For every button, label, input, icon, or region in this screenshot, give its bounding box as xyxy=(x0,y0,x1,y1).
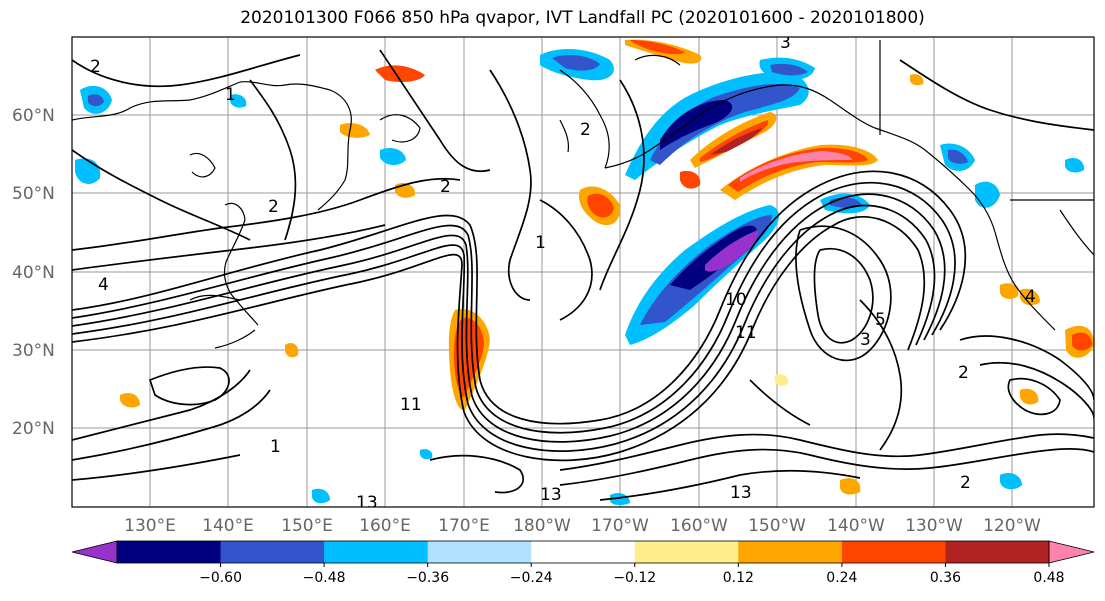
positive-shading xyxy=(120,39,1094,495)
colorbar-segment xyxy=(117,541,222,563)
lon-label: 150°W xyxy=(748,516,806,536)
contour-label: 13 xyxy=(540,485,562,505)
longitude-labels: 130°E 140°E 150°E 160°E 170°E 180°W 170°… xyxy=(124,516,1041,536)
contour-label: 2 xyxy=(268,197,279,217)
contour-label: 1 xyxy=(535,233,546,253)
contour-label: 2 xyxy=(580,120,591,140)
contour-label: 11 xyxy=(400,395,422,415)
contour-label: 5 xyxy=(875,310,886,330)
contour-label: 2 xyxy=(440,177,451,197)
lon-label: 170°E xyxy=(438,516,490,536)
lon-label: 140°W xyxy=(827,516,885,536)
colorbar-segment xyxy=(220,541,325,563)
lat-label: 20°N xyxy=(12,419,55,439)
lon-label: 180°W xyxy=(513,516,571,536)
contour-label: 10 xyxy=(725,290,747,310)
contour-label: 2 xyxy=(958,363,969,383)
map-title: 2020101300 F066 850 hPa qvapor, IVT Land… xyxy=(240,8,925,28)
colorbar-segment xyxy=(427,541,532,563)
negative-shading xyxy=(75,48,1085,506)
lon-label: 120°W xyxy=(983,516,1041,536)
contour-label: 3 xyxy=(780,33,791,53)
colorbar-tick-label: −0.12 xyxy=(613,570,656,586)
lon-label: 150°E xyxy=(281,516,333,536)
colorbar-outline xyxy=(116,540,1050,564)
lon-label: 130°E xyxy=(124,516,176,536)
contour-label: 13 xyxy=(356,493,378,513)
colorbar-tick-label: −0.36 xyxy=(406,570,449,586)
colorbar-segment xyxy=(945,541,1050,563)
colorbar-ticks: −0.60 −0.48 −0.36 −0.24 −0.12 0.12 0.24 0.36 0.4… xyxy=(199,563,1065,586)
lat-label: 50°N xyxy=(12,184,55,204)
colorbar-segment xyxy=(634,541,739,563)
contour-label: 2 xyxy=(90,57,101,77)
contour-labels: 2 1 2 2 1 4 2 11 10 11 5 3 4 2 13 13 13 … xyxy=(90,33,1036,513)
colorbar-tick-label: 0.24 xyxy=(826,570,857,586)
coastlines xyxy=(72,40,1094,349)
contour-label: 11 xyxy=(735,323,757,343)
lon-label: 160°E xyxy=(359,516,411,536)
lon-label: 140°E xyxy=(202,516,254,536)
map-border xyxy=(71,36,1095,508)
lat-label: 30°N xyxy=(12,341,55,361)
graticule xyxy=(72,37,1094,507)
contour-label: 4 xyxy=(1025,287,1036,307)
colorbar xyxy=(71,540,1095,564)
contour-label: 1 xyxy=(270,437,281,457)
lon-label: 170°W xyxy=(591,516,649,536)
ivt-contours xyxy=(72,49,1094,501)
lat-label: 60°N xyxy=(12,106,55,126)
latitude-labels: 60°N 50°N 40°N 30°N 20°N xyxy=(12,106,55,439)
colorbar-tick-label: 0.12 xyxy=(723,570,754,586)
colorbar-tick-label: 0.36 xyxy=(930,570,961,586)
map-content: 2 1 2 2 1 4 2 11 10 11 5 3 4 2 13 13 13 … xyxy=(72,33,1094,513)
colorbar-tick-label: −0.60 xyxy=(199,570,242,586)
lon-label: 160°W xyxy=(670,516,728,536)
colorbar-extend-high xyxy=(1048,540,1095,564)
colorbar-extend-low xyxy=(71,540,118,564)
colorbar-tick-label: −0.24 xyxy=(510,570,553,586)
colorbar-segment xyxy=(841,541,946,563)
colorbar-tick-label: −0.48 xyxy=(303,570,346,586)
colorbar-segment xyxy=(324,541,429,563)
colorbar-segment xyxy=(738,541,843,563)
contour-label: 3 xyxy=(860,330,871,350)
contour-label: 2 xyxy=(960,473,971,493)
lat-label: 40°N xyxy=(12,263,55,283)
contour-label: 13 xyxy=(730,483,752,503)
lon-label: 130°W xyxy=(905,516,963,536)
contour-label: 4 xyxy=(98,275,109,295)
colorbar-segment xyxy=(531,541,636,563)
contour-label: 1 xyxy=(225,85,236,105)
colorbar-tick-label: 0.48 xyxy=(1033,570,1064,586)
